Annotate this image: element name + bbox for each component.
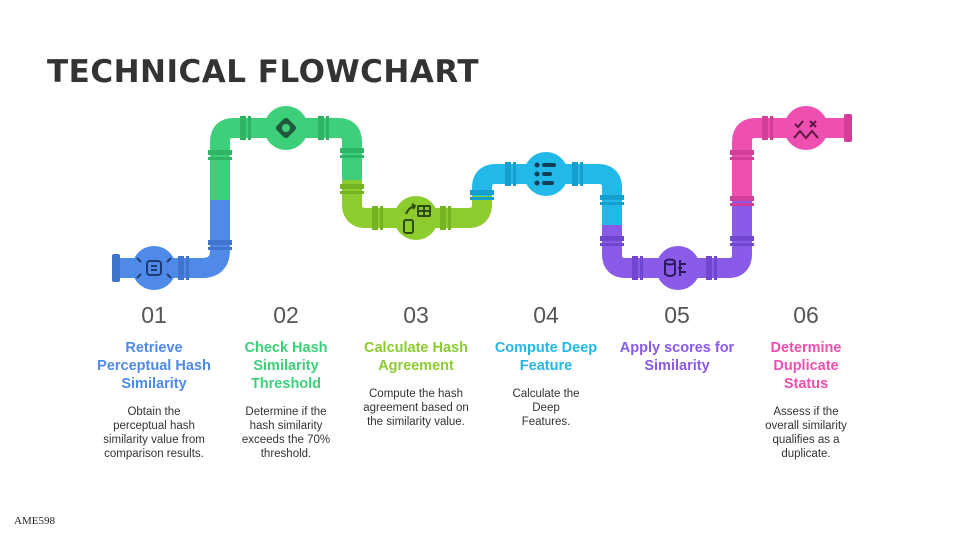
step-heading: Retrieve Perceptual Hash Similarity [97,340,211,392]
step-number: 06 [793,302,819,328]
step-description: Assess if the overall similarity qualifi… [765,406,847,460]
node-01 [132,246,176,290]
step-description: Determine if the hash similarity exceeds… [241,406,331,460]
pipeline-diagram [112,106,852,290]
step-heading: Check Hash Similarity Threshold [244,340,328,392]
step-number: 01 [141,302,167,328]
pipe-end-cap-left [112,254,120,282]
step-heading: Apply scores for Similarity [619,340,735,374]
step-number: 05 [664,302,690,328]
page-title: TECHNICAL FLOWCHART [47,54,479,90]
footer-label: AME598 [14,515,55,527]
step-heading: Determine Duplicate Status [770,340,842,392]
step-01: 01 Retrieve Perceptual Hash Similarity O… [89,300,219,461]
agreement-calc-icon [403,203,431,234]
step-heading: Compute Deep Feature [494,340,598,374]
step-description: Obtain the perceptual hash similarity va… [103,406,205,460]
step-number: 02 [273,302,299,328]
step-description: Calculate the Deep Features. [512,388,580,428]
score-data-icon [664,258,686,277]
pipe-end-cap-right [844,114,852,142]
step-02: 02 Check Hash Similarity Threshold Deter… [221,300,351,461]
pipe-couplings [178,116,773,280]
hash-compare-icon [136,257,172,279]
step-number: 03 [403,302,429,328]
node-05 [656,246,700,290]
threshold-target-icon [275,117,297,139]
step-04: 04 Compute Deep Feature Calculate the De… [481,300,611,429]
step-number: 04 [533,302,559,328]
node-04 [524,152,568,196]
pipe-segment-1 [118,200,230,278]
pipe-couplings-vertical [208,148,754,250]
node-03 [394,196,438,240]
pipe-segment-6 [732,118,846,200]
step-heading: Calculate Hash Agreement [364,340,468,374]
node-02 [264,106,308,150]
step-06: 06 Determine Duplicate Status Assess if … [741,300,871,461]
duplicate-check-icon [793,120,819,140]
step-description: Compute the hash agreement based on the … [363,388,469,428]
step-05: 05 Apply scores for Similarity [612,300,742,387]
step-03: 03 Calculate Hash Agreement Compute the … [351,300,481,429]
node-06 [784,106,828,150]
feature-list-icon [534,162,556,186]
